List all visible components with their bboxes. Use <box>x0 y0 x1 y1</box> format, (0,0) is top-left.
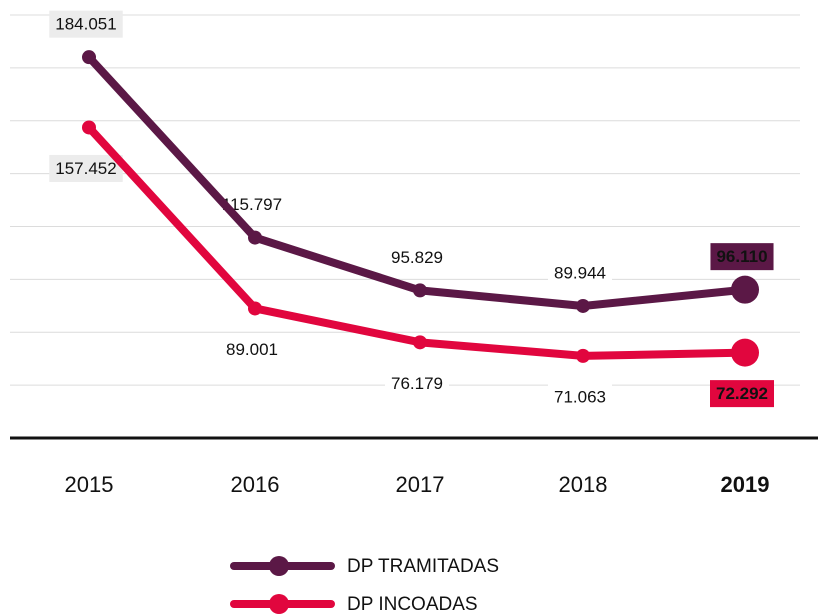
data-label: 89.001 <box>226 340 278 359</box>
data-label: 115.797 <box>222 195 282 214</box>
label-bg <box>220 335 284 363</box>
data-label: 76.179 <box>391 374 443 393</box>
label-bg <box>49 10 123 38</box>
legend-marker <box>269 556 289 576</box>
x-tick-label: 2019 <box>721 472 770 497</box>
legend-label: DP TRAMITADAS <box>347 556 499 577</box>
point <box>731 275 759 304</box>
data-label: 89.944 <box>554 263 606 282</box>
point <box>413 283 427 298</box>
point <box>413 335 427 350</box>
label-bg <box>548 259 612 287</box>
point <box>576 298 590 313</box>
x-tick-label: 2018 <box>559 472 608 497</box>
data-label: 96.110 <box>716 247 767 266</box>
point <box>82 120 96 135</box>
legend-marker <box>269 594 289 614</box>
point <box>576 348 590 363</box>
data-label: 184.051 <box>55 15 116 34</box>
label-bg <box>710 243 774 271</box>
legend-label: DP INCOADAS <box>347 594 478 615</box>
label-bg <box>49 154 123 182</box>
point <box>82 50 96 65</box>
label-bg <box>548 383 612 411</box>
x-tick-label: 2017 <box>396 472 445 497</box>
x-tick-label: 2016 <box>231 472 280 497</box>
data-label: 72.292 <box>716 384 768 403</box>
point <box>248 230 262 245</box>
data-label: 157.452 <box>55 159 116 178</box>
label-bg <box>385 369 449 397</box>
point <box>248 301 262 316</box>
data-label: 95.829 <box>391 248 443 267</box>
x-tick-label: 2015 <box>65 472 114 497</box>
data-label: 71.063 <box>554 387 606 406</box>
label-bg <box>385 243 449 271</box>
label-bg <box>710 380 774 408</box>
value-labels: 184.051 115.797 95.829 89.944 96.110 157.452 8… <box>49 10 774 411</box>
point <box>731 338 759 367</box>
